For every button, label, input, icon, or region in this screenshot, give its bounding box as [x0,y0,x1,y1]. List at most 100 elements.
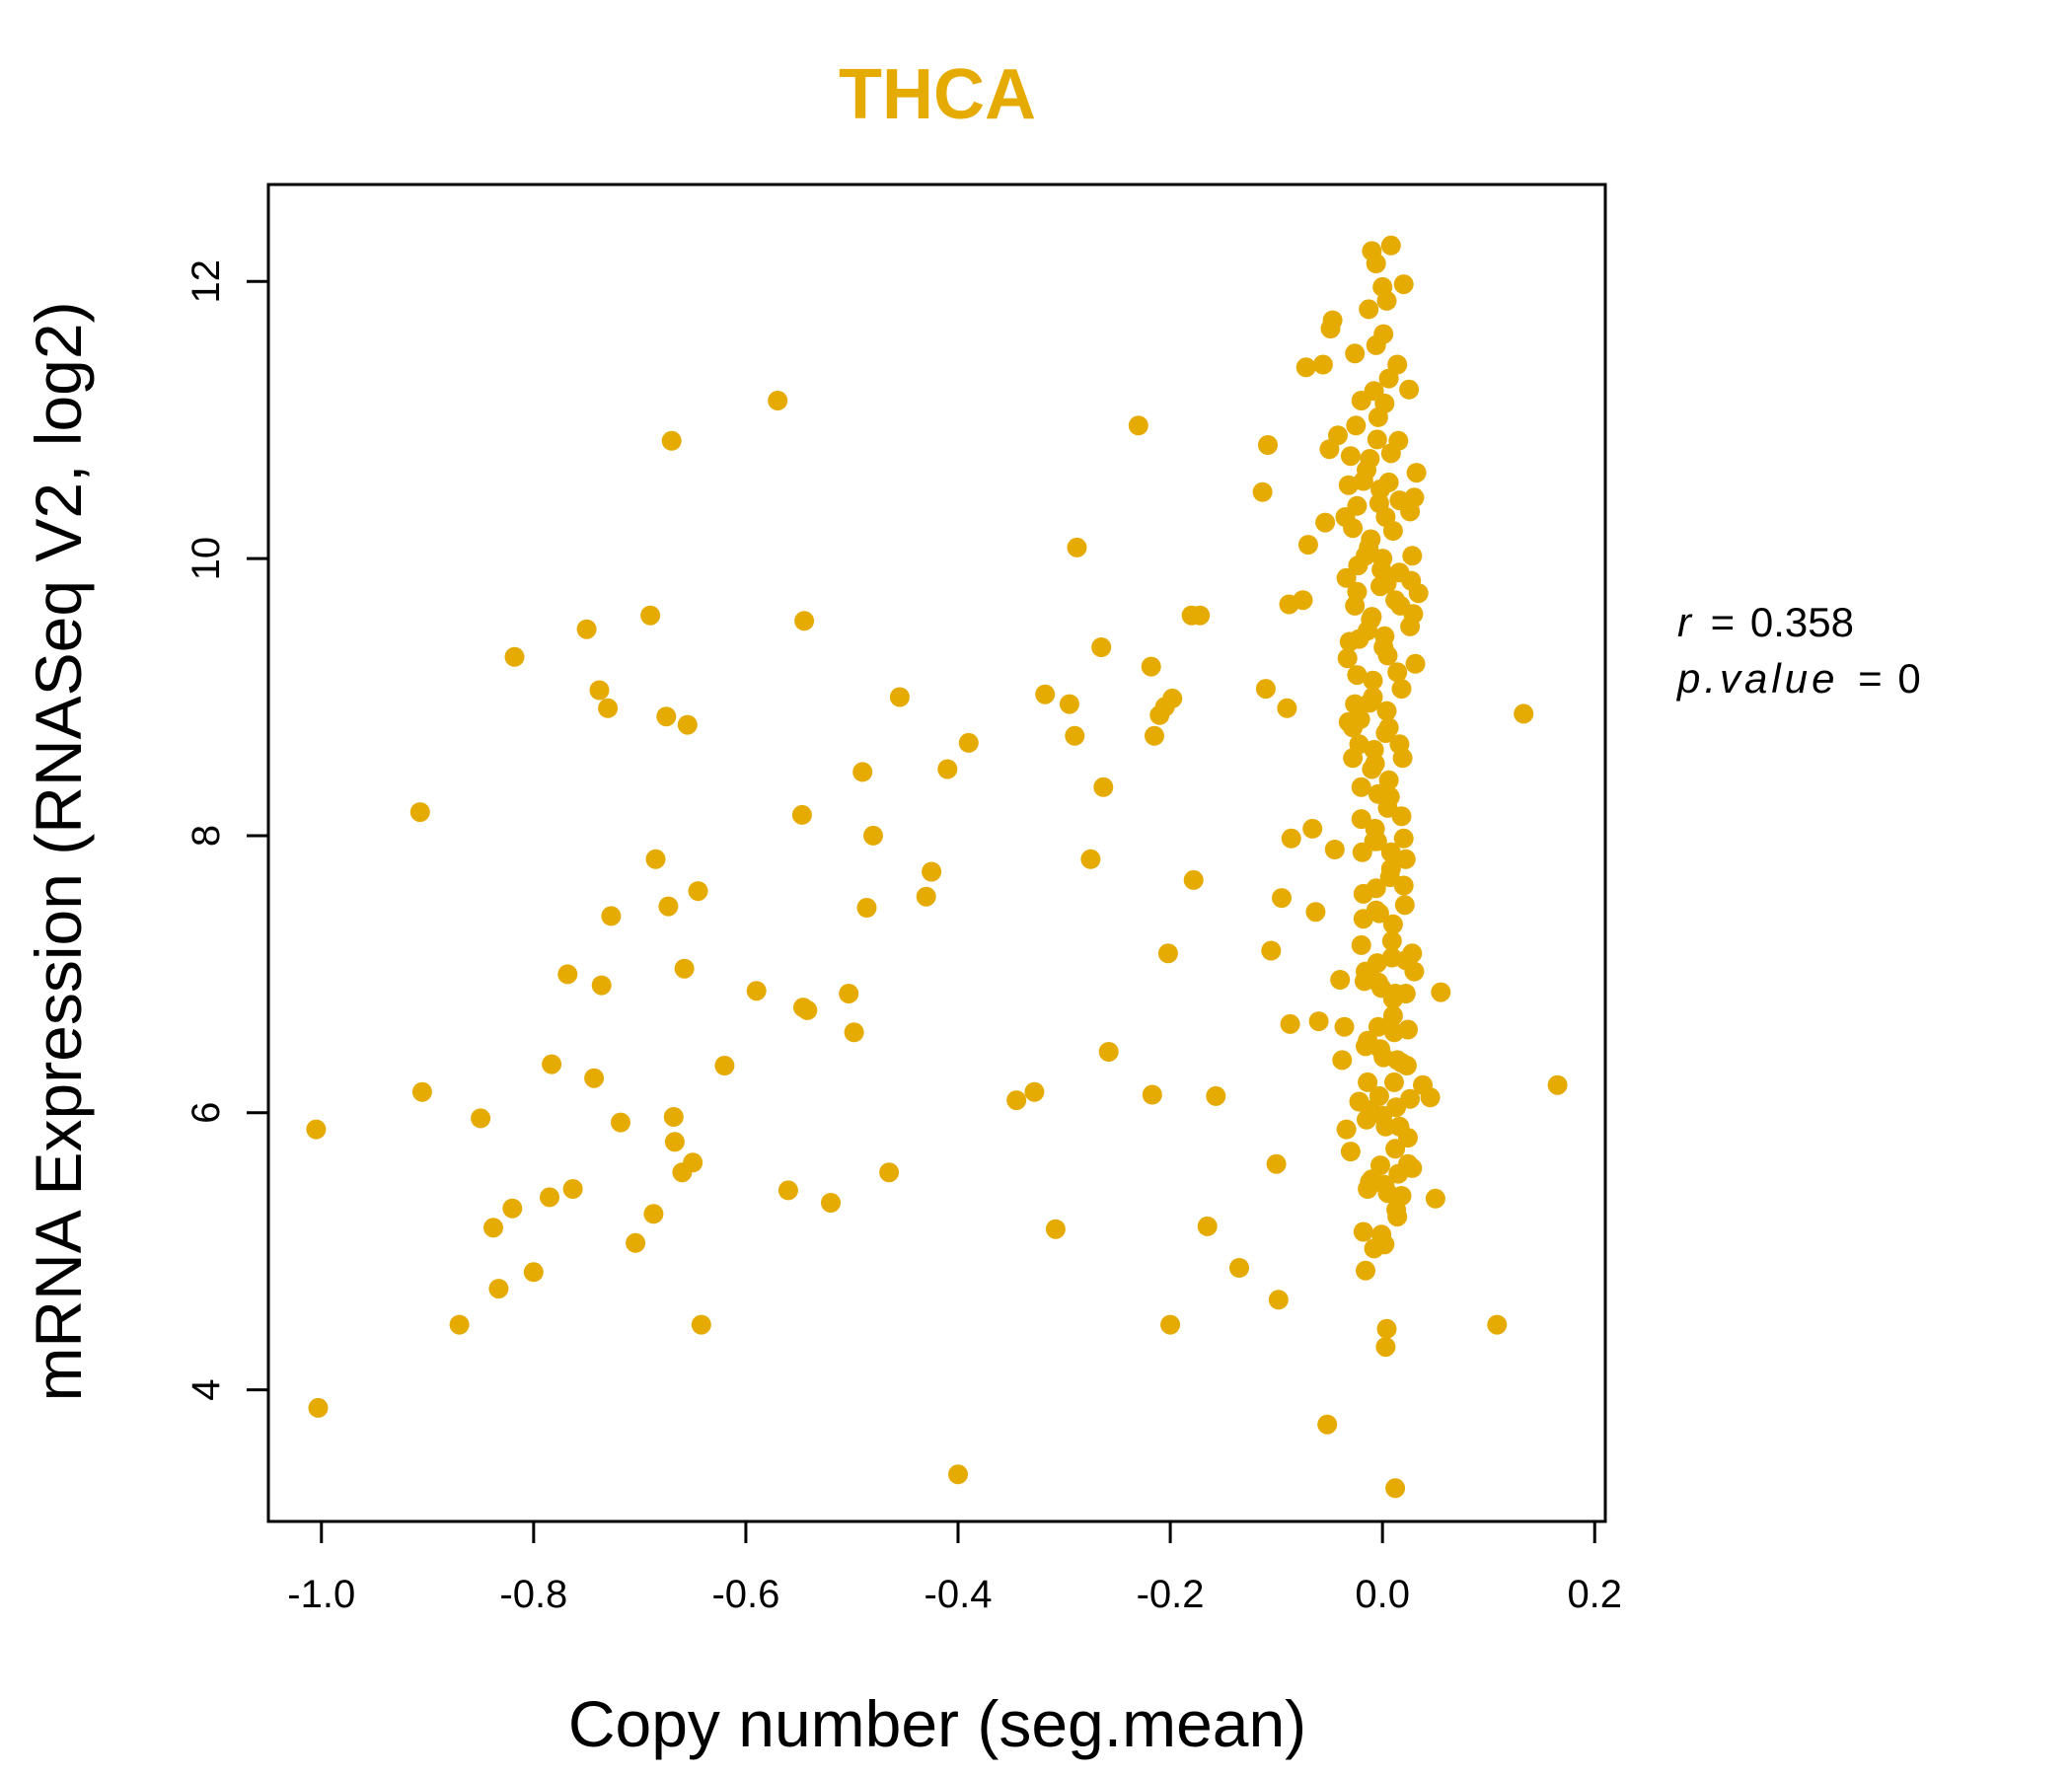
y-axis-label: mRNA Expression (RNASeq V2, log2) [22,301,95,1401]
data-point-97 [1297,535,1318,555]
x-tick-label-0: -1.0 [287,1573,355,1616]
data-point-61 [1045,1219,1066,1239]
data-point-35 [688,881,708,902]
data-point-151 [1431,982,1451,1002]
data-point-273 [1371,978,1392,999]
data-point-75 [1157,943,1178,964]
data-point-178 [1369,1085,1389,1106]
data-point-51 [879,1162,900,1183]
data-point-63 [1065,725,1085,746]
data-point-10 [523,1262,544,1283]
data-point-113 [1338,475,1359,495]
data-point-52 [889,687,910,707]
data-point-37 [714,1056,735,1075]
data-point-279 [1401,570,1422,591]
data-point-54 [922,861,942,882]
y-tick-label-1: 6 [185,1102,228,1124]
data-point-240 [1362,1169,1382,1190]
y-tick-label-0: 4 [185,1378,228,1400]
data-point-24 [643,1204,664,1224]
data-point-131 [1375,1337,1396,1358]
data-point-110 [1332,1050,1353,1071]
data-point-48 [852,762,873,782]
data-point-88 [1266,1153,1287,1174]
data-point-49 [856,898,877,918]
data-point-101 [1312,354,1333,375]
data-point-250 [1382,914,1403,934]
data-point-13 [557,964,578,985]
r-symbol: r [1677,599,1693,645]
data-point-154 [1547,1074,1568,1095]
points-layer [306,235,1568,1499]
data-point-38 [746,981,767,1001]
data-point-287 [1404,487,1425,508]
data-point-177 [1368,1016,1388,1037]
data-point-122 [1358,1072,1378,1092]
data-point-79 [1183,869,1204,890]
data-point-2 [409,802,430,823]
data-point-4 [449,1314,470,1335]
data-point-77 [1162,688,1183,708]
data-point-114 [1340,1142,1361,1162]
data-point-106 [1322,310,1343,331]
r-value: 0.358 [1750,599,1854,645]
data-point-93 [1280,1013,1300,1034]
data-point-141 [1395,849,1416,869]
data-point-100 [1308,1011,1329,1032]
data-point-99 [1305,902,1326,923]
data-point-239 [1360,1100,1380,1120]
p-annotation: p.value = 0 [1675,655,1921,702]
data-point-8 [502,1198,523,1219]
data-point-30 [664,1132,685,1152]
data-point-15 [576,619,597,639]
data-point-235 [1351,809,1371,830]
data-point-19 [598,698,619,718]
data-point-58 [1006,1090,1027,1111]
data-point-140 [1393,274,1414,295]
data-point-238 [1358,1030,1378,1051]
data-point-132 [1376,1318,1397,1339]
data-point-247 [1376,701,1397,721]
p-symbol: p.value [1675,655,1838,702]
r-annotation: r = 0.358 [1677,599,1854,645]
data-point-274 [1373,1047,1394,1068]
x-tick-label-1: -0.8 [499,1573,567,1616]
data-point-43 [794,611,815,631]
data-point-261 [1379,867,1400,888]
data-point-16 [584,1068,605,1088]
p-equals: = [1858,655,1883,702]
data-point-57 [958,732,979,753]
data-point-14 [562,1179,583,1199]
data-point-87 [1261,940,1282,961]
data-point-60 [1035,684,1056,704]
data-point-50 [863,825,883,846]
data-point-263 [1384,1022,1404,1043]
data-point-222 [1387,662,1408,683]
data-point-270 [1365,753,1385,774]
data-point-267 [1359,537,1379,557]
data-point-65 [1080,849,1101,869]
data-point-90 [1272,888,1292,909]
x-tick-label-4: -0.2 [1137,1573,1205,1616]
data-point-5 [471,1108,491,1129]
data-point-272 [1369,903,1389,924]
data-point-200 [1393,828,1414,849]
data-point-280 [1335,507,1356,527]
data-point-271 [1367,831,1387,851]
data-point-266 [1357,460,1376,481]
data-point-289 [1343,748,1364,769]
data-point-36 [691,1314,711,1335]
data-point-12 [542,1054,562,1074]
data-point-218 [1378,368,1399,389]
data-point-91 [1277,698,1297,718]
data-point-219 [1380,443,1401,464]
data-point-70 [1141,656,1161,677]
data-point-217 [1376,290,1397,311]
data-point-21 [611,1112,630,1133]
data-point-198 [1391,679,1412,700]
data-point-11 [540,1187,559,1208]
data-point-275 [1375,1116,1396,1137]
data-point-22 [626,1232,646,1253]
data-point-242 [1366,334,1386,355]
